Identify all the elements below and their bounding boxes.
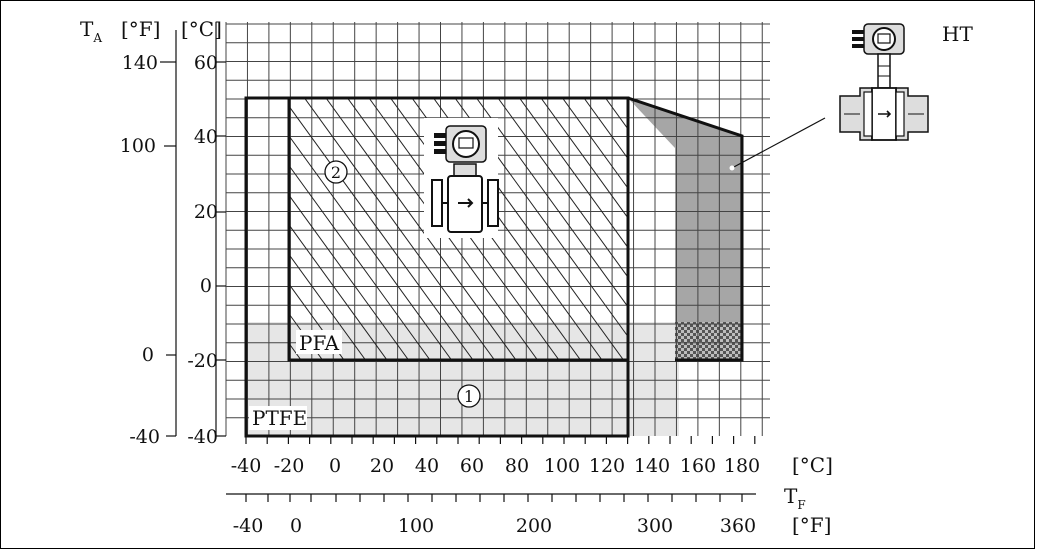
ambient-tick-c-label: -20	[187, 350, 218, 372]
hatch-line	[289, 224, 388, 360]
fluid-tick-c-label: 140	[634, 455, 670, 477]
fluid-tick-c-label: 80	[505, 455, 529, 477]
marker-1: 1	[457, 384, 481, 408]
ambient-unit-c: [°C]	[181, 17, 222, 41]
hatch-line	[476, 98, 628, 308]
ambient-unit-f: [°F]	[121, 17, 160, 41]
fluid-tick-f-label: 200	[516, 515, 552, 537]
fluid-tick-c-label: -40	[231, 455, 262, 477]
fluid-ticks-f: -40 0 100 200 300 360	[233, 515, 756, 537]
ambient-tick-f-label: -40	[129, 426, 160, 448]
ambient-tick-f-label: 0	[142, 344, 154, 366]
fluid-tick-f-label: -40	[233, 515, 264, 537]
hatch-line	[90, 98, 280, 360]
ht-region	[628, 98, 742, 322]
pfa-label-bg	[296, 330, 342, 354]
fluid-tick-c-label: 180	[724, 455, 760, 477]
fluid-tick-c-label: 40	[415, 455, 439, 477]
fluid-tick-c-label: -20	[274, 455, 305, 477]
fluid-tick-c-label: 0	[329, 455, 341, 477]
ambient-tick-c-label: 20	[194, 201, 218, 223]
hatch-line	[289, 312, 323, 360]
fluid-tick-f-label: 0	[290, 515, 302, 537]
hatch-line	[821, 98, 1011, 360]
hatch-line	[289, 105, 474, 360]
hatch-line	[583, 98, 628, 160]
hatch-line	[0, 98, 43, 360]
ht-leader-line	[731, 117, 826, 169]
pfa-label: PFA	[299, 331, 340, 355]
ht-outline	[627, 96, 744, 362]
hatch-line	[0, 98, 129, 360]
ht-label: HT	[942, 22, 973, 46]
ambient-tick-f-label: 100	[120, 135, 156, 157]
hatch-line	[756, 98, 946, 360]
ambient-tick-c-label: 60	[194, 52, 218, 74]
marker-2: 2	[324, 160, 348, 184]
device-icon	[431, 125, 499, 233]
ambient-axis-symbol: TA	[80, 17, 102, 45]
hatch-line	[0, 98, 22, 360]
hatch-line	[325, 98, 517, 360]
fluid-ticks-c: -40 -20 0 20 40 60 80 100 120 140 160 180	[231, 455, 760, 477]
ambient-tick-c-label: 0	[200, 275, 212, 297]
hatch-line	[562, 98, 628, 190]
hatch-line	[68, 98, 258, 360]
ambient-tick-f-label: 140	[122, 52, 158, 74]
ambient-tick-c-label: 40	[194, 126, 218, 148]
hatch-line	[519, 98, 628, 249]
hatch-line	[0, 98, 108, 360]
fluid-tick-c-label: 120	[589, 455, 625, 477]
ptfe-label-bg	[249, 406, 307, 430]
fluid-unit-f: [°F]	[792, 513, 831, 537]
ptfe-label: PTFE	[252, 406, 307, 430]
hatch-line	[289, 283, 345, 360]
hatch-line	[540, 98, 628, 219]
ambient-axis	[160, 22, 226, 437]
ht-low-temp-region	[675, 322, 742, 360]
ambient-tick-c-label: -40	[187, 426, 218, 448]
marker-2-text: 2	[331, 163, 341, 182]
fluid-tick-c-label: 20	[370, 455, 394, 477]
hatch-line	[0, 98, 86, 360]
ambient-ticks-c: 60 40 20 0 -20 -40	[187, 52, 218, 448]
fluid-axis-symbol: TF	[784, 484, 806, 512]
fluid-unit-c: [°C]	[792, 453, 833, 477]
hatch-line	[304, 98, 495, 360]
hatch-line	[289, 164, 431, 360]
fluid-tick-c-label: 60	[460, 455, 484, 477]
hatch-line	[289, 194, 409, 360]
fluid-tick-f-label: 100	[398, 515, 434, 537]
marker-1-text: 1	[464, 387, 474, 406]
fluid-tick-f-label: 360	[720, 515, 756, 537]
ht-device-icon	[839, 23, 929, 141]
fluid-tick-f-label: 300	[637, 515, 673, 537]
hatch-line	[0, 98, 65, 360]
ht-leader-dot	[729, 165, 735, 171]
hatch-line	[289, 135, 452, 360]
hatch-line	[289, 253, 366, 360]
fluid-tick-c-label: 160	[680, 455, 716, 477]
hatch-line	[4, 98, 194, 360]
hatch-line	[497, 98, 628, 279]
fluid-axis	[226, 436, 756, 502]
fluid-tick-c-label: 100	[544, 455, 580, 477]
pfa-outline	[287, 96, 630, 362]
hatched-region	[0, 98, 1011, 360]
ambient-ticks-f: 140 100 0 -40	[120, 52, 160, 448]
